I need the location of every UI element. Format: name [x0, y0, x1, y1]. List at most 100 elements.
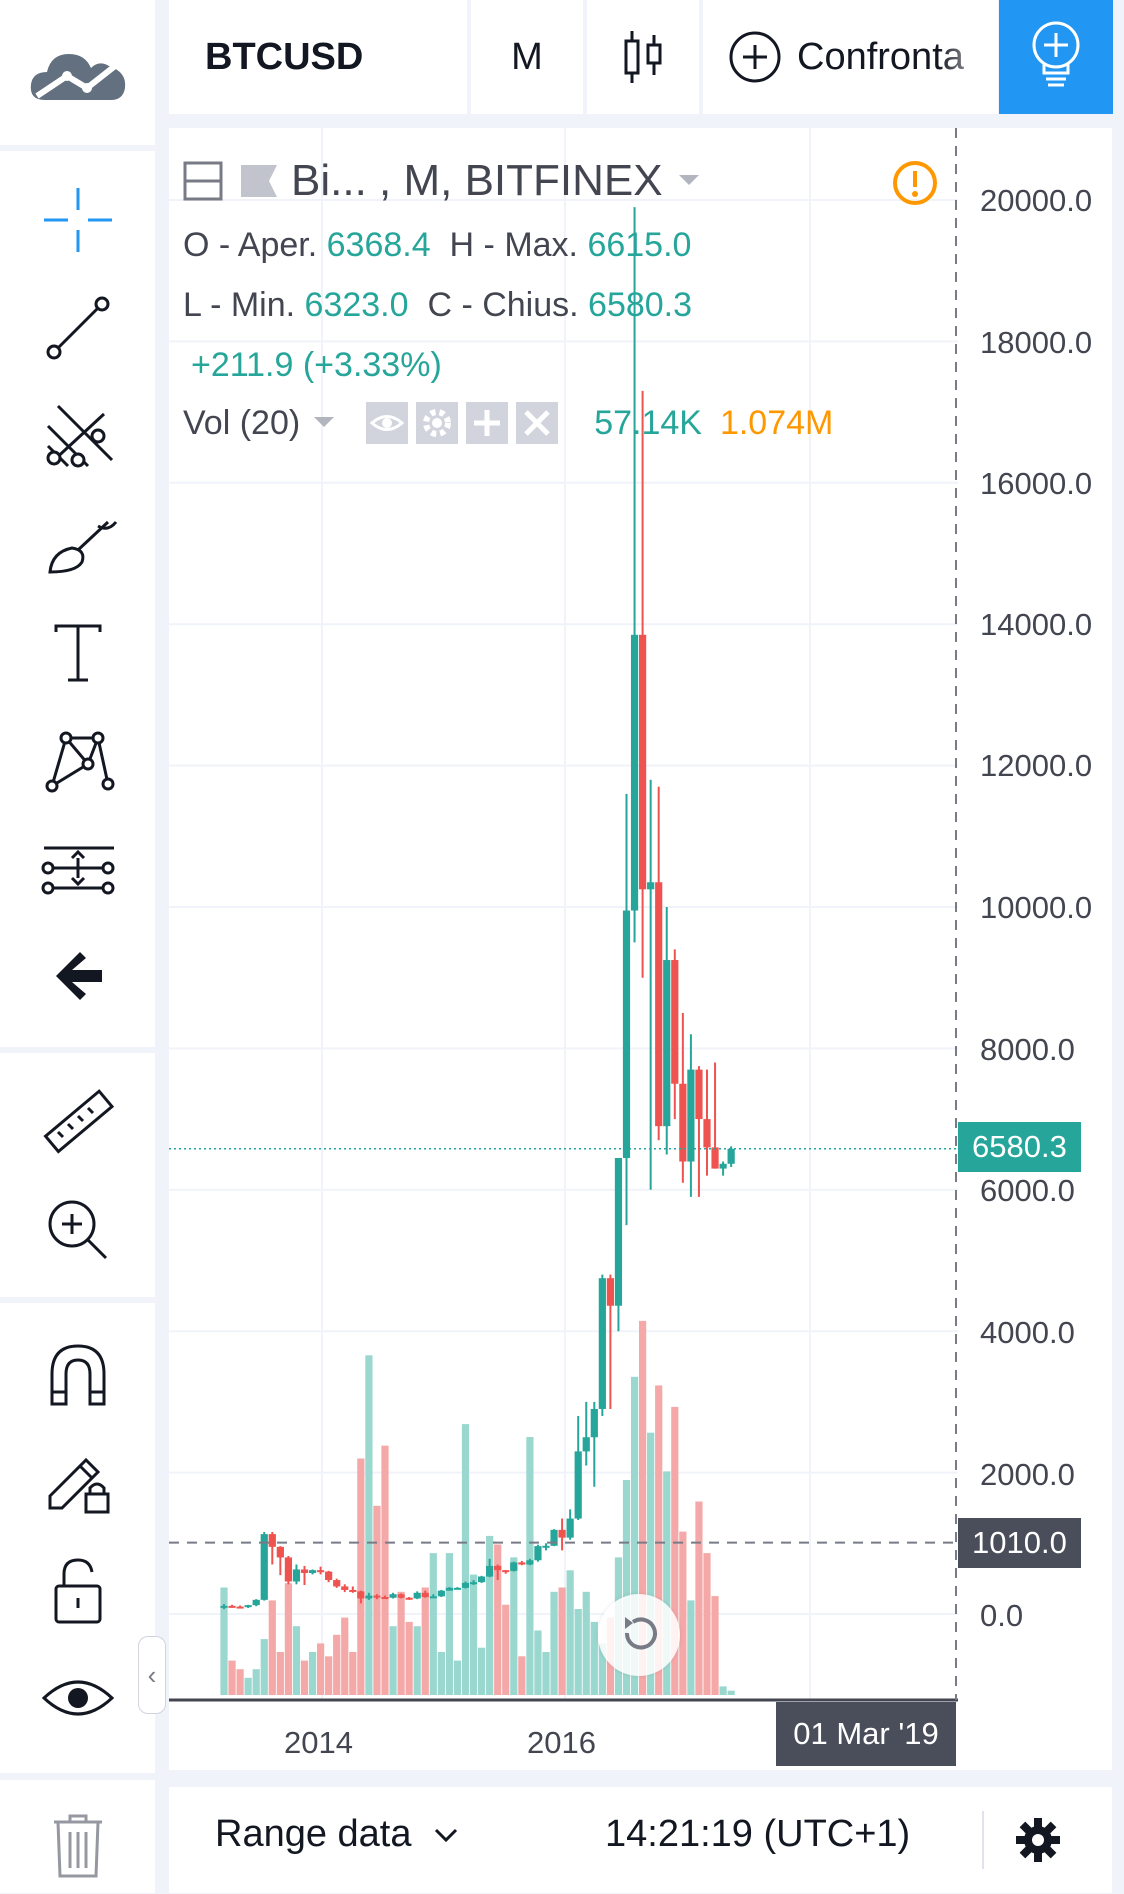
volume-bar — [220, 1587, 228, 1695]
crosshair-icon — [44, 188, 112, 252]
legend-title: Bi... , M, BITFINEX — [291, 156, 663, 205]
compare-button[interactable]: Confronta — [703, 0, 998, 114]
chevron-left-icon: ‹ — [147, 1659, 157, 1690]
volume-bar — [526, 1437, 534, 1695]
exclamation-circle-icon[interactable] — [891, 159, 939, 207]
lightbulb-plus-icon — [1032, 21, 1080, 87]
eye-icon — [41, 1680, 115, 1716]
close-icon[interactable] — [516, 402, 559, 444]
symbol-search-button[interactable]: BTCUSD — [169, 0, 467, 114]
volume-bar — [679, 1531, 687, 1695]
bottom-divider — [982, 1811, 984, 1869]
crosshair-tool[interactable] — [28, 170, 128, 270]
y-tick: 8000.0 — [980, 1032, 1075, 1067]
open-label: O - Aper. — [183, 226, 318, 264]
back-tool[interactable] — [28, 926, 128, 1026]
volume-bar — [252, 1669, 260, 1695]
brush-tool[interactable] — [28, 494, 128, 594]
tools-group-1 — [0, 151, 155, 1047]
y-tick: 0.0 — [980, 1598, 1024, 1633]
legend-title-row[interactable]: Bi... , M, BITFINEX — [183, 156, 701, 206]
crosshair-price-tag: 1010.0 — [958, 1518, 1081, 1568]
volume-bar — [381, 1445, 389, 1695]
volume-bar — [357, 1458, 365, 1695]
x-tick: 2016 — [527, 1725, 596, 1760]
candle-body — [381, 1597, 389, 1600]
gear-icon — [1016, 1818, 1060, 1862]
candle-body — [421, 1592, 429, 1598]
logo-area — [0, 0, 155, 145]
prediction-icon — [41, 846, 115, 895]
pitchfork-tool[interactable] — [28, 386, 128, 486]
candle-body — [502, 1570, 510, 1573]
candle-body — [550, 1529, 558, 1546]
visibility-tool[interactable] — [28, 1648, 128, 1748]
trendline-tool[interactable] — [28, 278, 128, 378]
ideas-button[interactable] — [999, 0, 1113, 114]
trash-tool[interactable] — [28, 1794, 128, 1894]
volume-bar — [671, 1406, 679, 1695]
y-tick: 20000.0 — [980, 183, 1093, 218]
candle-body — [494, 1565, 502, 1571]
interval-label: M — [511, 35, 543, 78]
zoom-tool[interactable] — [28, 1180, 128, 1280]
zoom-in-icon — [48, 1200, 108, 1260]
volume-bar — [590, 1621, 598, 1695]
candle-body — [566, 1518, 574, 1538]
unlock-tool[interactable] — [28, 1540, 128, 1640]
lock-drawing-tool[interactable] — [28, 1432, 128, 1532]
pattern-tool[interactable] — [28, 710, 128, 810]
candle-body — [365, 1595, 373, 1599]
crosshair-date-label: 01 Mar '19 — [793, 1716, 939, 1751]
candles-icon — [624, 31, 662, 83]
volume-ma-value: 1.074M — [719, 403, 834, 442]
volume-bar — [647, 1432, 655, 1695]
sidebar-collapse-handle[interactable]: ‹ — [138, 1636, 166, 1714]
chart-type-button[interactable] — [587, 0, 699, 114]
prediction-tool[interactable] — [28, 818, 128, 918]
volume-bar — [453, 1660, 462, 1695]
time-display[interactable]: 14:21:19 (UTC+1) — [605, 1813, 910, 1856]
magnet-tool[interactable] — [28, 1324, 128, 1424]
high-label: H - Max. — [449, 226, 578, 264]
candle-body — [252, 1599, 260, 1606]
ruler-tool[interactable] — [28, 1072, 128, 1172]
volume-bar — [365, 1355, 373, 1695]
volume-bar — [558, 1587, 566, 1695]
date-range-button[interactable]: Range data — [215, 1813, 460, 1856]
volume-bar — [582, 1591, 590, 1695]
legend-oh-row: O - Aper. 6368.4 H - Max. 6615.0 — [183, 226, 691, 265]
x-tick: 2014 — [284, 1725, 353, 1760]
candle-body — [614, 1157, 623, 1306]
chevron-down-icon[interactable] — [312, 415, 336, 431]
tools-group-2 — [0, 1053, 155, 1297]
settings-button[interactable] — [1003, 1805, 1073, 1875]
candle-body — [534, 1546, 542, 1561]
volume-bar — [333, 1634, 341, 1695]
volume-bar — [719, 1686, 727, 1695]
candle-body — [598, 1278, 606, 1409]
eye-icon[interactable] — [366, 402, 409, 444]
arrow-back-icon — [56, 952, 102, 1000]
candle-body — [558, 1529, 566, 1538]
candle-body — [228, 1605, 236, 1608]
flag-icon — [241, 165, 277, 197]
volume-bar — [502, 1604, 510, 1695]
tradingview-cloud-logo[interactable] — [27, 40, 131, 105]
volume-bar — [276, 1652, 284, 1695]
gear-icon[interactable] — [416, 402, 459, 444]
plus-circle-icon — [729, 31, 781, 83]
candle-body — [397, 1594, 405, 1598]
volume-bar — [317, 1643, 325, 1695]
reset-chart-button[interactable] — [598, 1594, 680, 1676]
volume-bar — [711, 1596, 719, 1695]
volume-bar — [630, 1376, 639, 1695]
text-tool[interactable] — [28, 602, 128, 702]
collapse-legend-icon[interactable] — [183, 161, 223, 201]
plus-icon[interactable] — [466, 402, 509, 444]
volume-bar — [228, 1660, 236, 1695]
interval-button[interactable]: M — [471, 0, 583, 114]
volume-bar — [437, 1652, 445, 1695]
y-tick: 18000.0 — [980, 325, 1093, 360]
